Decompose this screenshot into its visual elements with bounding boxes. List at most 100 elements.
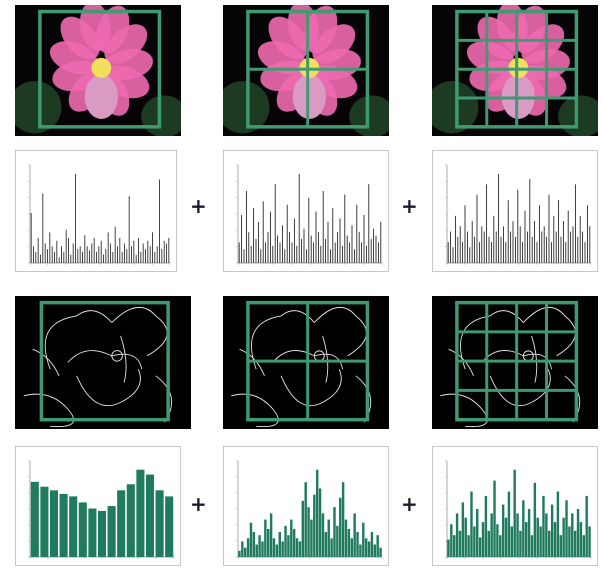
histogram-bin — [499, 535, 502, 557]
histogram-bin — [447, 539, 450, 557]
histogram-bin — [246, 538, 250, 557]
shape-histogram-svg-3 — [445, 460, 592, 559]
histogram-bin — [359, 544, 362, 557]
histogram-bin — [516, 513, 519, 557]
plus-operator-1: + — [190, 194, 207, 218]
edge-contour — [313, 307, 367, 357]
histogram-bin — [376, 535, 379, 557]
bud-shape — [292, 74, 326, 119]
histogram-bin — [278, 532, 281, 557]
histogram-bin — [464, 517, 467, 557]
histogram-bin — [339, 497, 342, 557]
histogram-bin — [269, 513, 273, 557]
histogram-bin — [258, 535, 261, 557]
edge-contour — [440, 393, 488, 428]
histogram-bin — [313, 494, 316, 557]
shape-histogram-svg-1 — [28, 460, 175, 559]
edge-contour — [489, 369, 551, 407]
histogram-bin — [353, 513, 356, 557]
histogram-bin — [136, 469, 145, 557]
histogram-bin — [461, 502, 465, 557]
histogram-bin — [550, 504, 554, 557]
edge-contour — [111, 307, 168, 357]
histogram-bin — [290, 519, 293, 557]
histogram-bin — [126, 484, 135, 557]
plus-operator-2: + — [401, 194, 418, 218]
histogram-bin — [507, 491, 511, 557]
histogram-bin — [522, 500, 525, 557]
histogram-bin — [145, 474, 155, 557]
histogram-bin — [562, 517, 565, 557]
grid-border — [38, 9, 162, 129]
histogram-bin — [264, 519, 267, 557]
histogram-bin — [476, 509, 479, 557]
histogram-bin — [533, 482, 537, 557]
histogram-bin — [272, 538, 276, 557]
histogram-bin — [333, 507, 336, 557]
histogram-bin — [275, 544, 279, 557]
histogram-bin — [330, 538, 333, 557]
histogram-bin — [450, 524, 453, 557]
shape-histogram-level-1 — [15, 446, 181, 566]
histogram-bin — [490, 513, 493, 557]
histogram-bin — [49, 490, 59, 557]
histogram-bin — [484, 495, 488, 557]
grid-border — [39, 300, 170, 422]
histogram-bin — [576, 509, 580, 557]
histogram-bin — [241, 541, 244, 557]
histogram-bin — [373, 544, 377, 557]
histogram-bin — [553, 522, 557, 557]
edge-contour — [460, 310, 524, 370]
color-histogram-svg-2 — [236, 164, 383, 265]
histogram-bin — [473, 526, 476, 557]
histogram-bin — [530, 535, 534, 557]
histogram-bin — [88, 508, 97, 557]
edge-contour — [231, 393, 279, 428]
histogram-bin — [321, 513, 325, 557]
histogram-bin — [295, 538, 299, 557]
histogram-bin — [379, 547, 382, 557]
histogram-bin — [370, 532, 374, 557]
edge-contour — [522, 307, 576, 357]
color-histogram-level-3 — [432, 150, 598, 272]
histogram-bin — [452, 535, 456, 557]
histogram-bin — [571, 513, 574, 557]
histogram-bin — [539, 526, 542, 557]
histogram-bin — [588, 526, 591, 557]
flower-svg-1 — [15, 5, 181, 136]
histogram-bin — [344, 519, 348, 557]
histogram-bin — [367, 541, 371, 557]
flower-svg-2 — [223, 5, 389, 136]
histogram-bin — [481, 522, 485, 557]
edge-contour — [251, 310, 315, 370]
histogram-bin — [59, 493, 68, 557]
histogram-bin — [284, 525, 287, 557]
color-histogram-level-2 — [223, 150, 389, 272]
edge-contour — [111, 350, 123, 362]
histogram-bin — [281, 541, 284, 557]
edge-contour — [32, 348, 60, 376]
histogram-bin — [155, 490, 164, 557]
histogram-bin — [292, 528, 296, 557]
histogram-bin — [524, 522, 528, 557]
color-histogram-svg-1 — [28, 164, 171, 265]
flower-image-level-3 — [432, 5, 598, 136]
histogram-bin — [341, 482, 345, 557]
histogram-bin — [261, 541, 264, 557]
color-histogram-svg-3 — [445, 164, 592, 265]
flower-image-level-2 — [223, 5, 389, 136]
histogram-bin — [559, 535, 562, 557]
histogram-bin — [501, 504, 505, 557]
histogram-bin — [252, 532, 256, 557]
histogram-bin — [487, 530, 490, 557]
edge-contour — [280, 369, 342, 407]
edge-contour — [448, 348, 474, 376]
histogram-bin — [493, 480, 496, 557]
edge-svg-2 — [231, 300, 372, 428]
histogram-bin — [364, 538, 368, 557]
histogram-bin — [536, 517, 539, 557]
edge-svg-1 — [23, 300, 173, 428]
edge-contour — [76, 369, 141, 407]
histogram-bin — [298, 541, 302, 557]
histogram-bin — [117, 490, 126, 557]
